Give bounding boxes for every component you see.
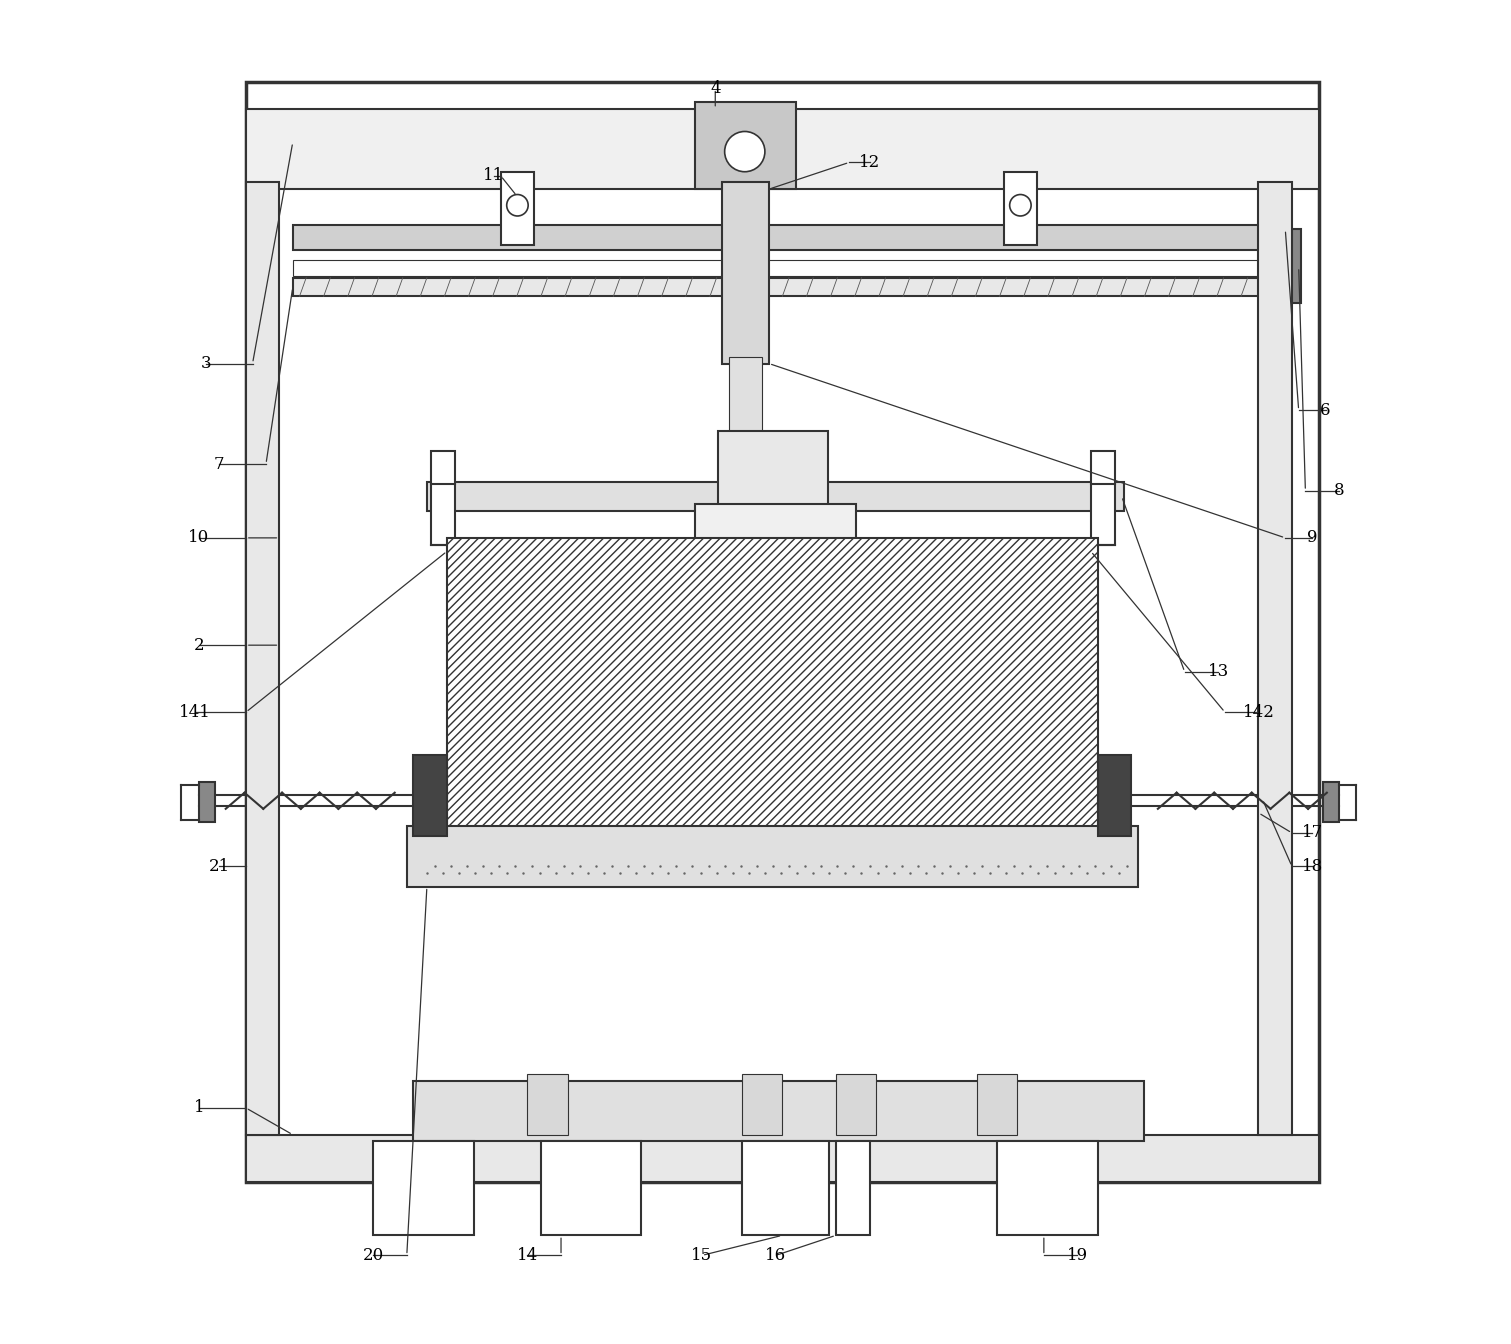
Bar	[1268, 230, 1301, 304]
Bar	[1259, 183, 1292, 1134]
Bar	[1003, 172, 1037, 246]
Bar	[722, 183, 769, 363]
Text: 9: 9	[1307, 530, 1318, 547]
Bar	[997, 1141, 1097, 1235]
Text: 18: 18	[1301, 857, 1322, 875]
Bar	[199, 782, 215, 823]
Text: 11: 11	[484, 167, 505, 184]
Bar	[246, 183, 280, 1134]
Bar	[976, 1074, 1017, 1134]
Bar	[246, 775, 270, 827]
Bar	[718, 430, 828, 511]
Text: 2: 2	[193, 637, 204, 653]
Bar	[431, 450, 455, 544]
Bar	[293, 261, 1286, 277]
Bar	[447, 538, 1097, 833]
Bar	[414, 1081, 1144, 1141]
Bar	[695, 504, 857, 598]
Bar	[246, 1134, 1319, 1181]
Bar	[414, 755, 447, 836]
Bar	[428, 481, 1124, 511]
Text: 7: 7	[213, 456, 224, 473]
Text: 6: 6	[1321, 402, 1331, 419]
Bar	[373, 1141, 474, 1235]
Text: 141: 141	[178, 704, 212, 720]
Text: 8: 8	[1334, 482, 1345, 500]
Bar	[742, 1141, 830, 1235]
Bar	[406, 827, 1138, 887]
Bar	[742, 1074, 783, 1134]
Text: 21: 21	[209, 857, 230, 875]
Bar	[541, 1141, 642, 1235]
Bar	[1091, 450, 1115, 544]
Bar	[293, 226, 1286, 250]
Text: 16: 16	[765, 1247, 786, 1263]
Text: 15: 15	[692, 1247, 712, 1263]
Bar	[1097, 755, 1132, 836]
Bar	[246, 82, 1319, 1181]
Bar	[246, 109, 1319, 190]
Text: 19: 19	[1067, 1247, 1088, 1263]
Bar	[1322, 782, 1339, 823]
Text: 17: 17	[1301, 824, 1322, 841]
Bar	[836, 1141, 869, 1235]
Circle shape	[506, 195, 529, 216]
Bar	[728, 356, 762, 430]
Bar	[695, 102, 796, 190]
Circle shape	[725, 132, 765, 172]
Text: 10: 10	[189, 530, 210, 547]
Text: 4: 4	[710, 81, 721, 97]
Bar	[293, 278, 1286, 297]
Text: 13: 13	[1207, 664, 1228, 680]
Bar	[1097, 775, 1121, 827]
Text: 1: 1	[193, 1099, 204, 1117]
Bar	[836, 1074, 876, 1134]
Text: 20: 20	[363, 1247, 384, 1263]
Text: 12: 12	[858, 153, 879, 171]
Text: 14: 14	[517, 1247, 538, 1263]
Bar	[500, 172, 535, 246]
Circle shape	[1009, 195, 1031, 216]
Text: 3: 3	[201, 355, 212, 372]
Bar	[527, 1074, 568, 1134]
Text: 142: 142	[1242, 704, 1274, 720]
